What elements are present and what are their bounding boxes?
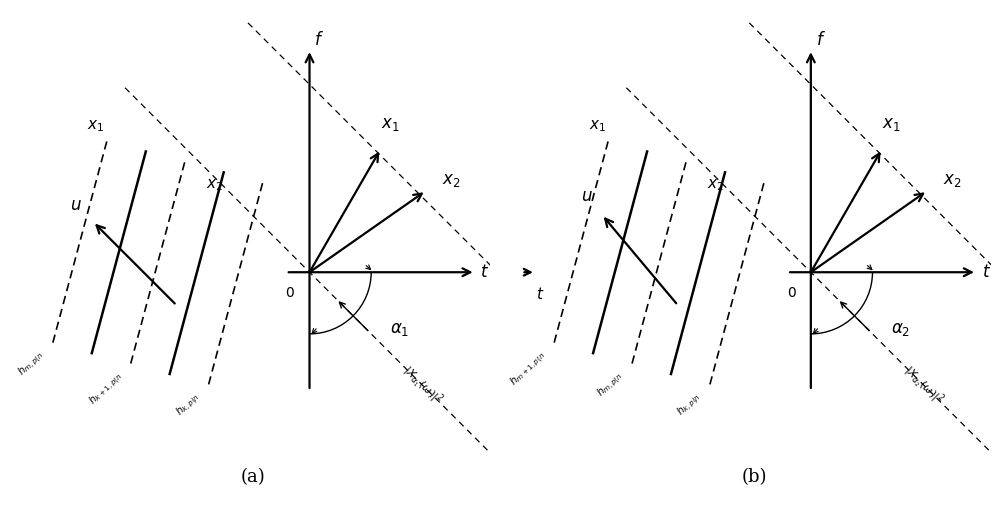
- Text: $h_{{k,p}(n}$: $h_{{k,p}(n}$: [674, 389, 705, 420]
- Text: $|X_{\alpha_2}(\omega)|^2$: $|X_{\alpha_2}(\omega)|^2$: [899, 361, 948, 409]
- Text: $x_1$: $x_1$: [882, 115, 901, 133]
- Text: $h_{{m,p}(n}$: $h_{{m,p}(n}$: [15, 347, 48, 380]
- Text: $0$: $0$: [285, 286, 295, 300]
- Text: $x_2$: $x_2$: [442, 171, 460, 189]
- Text: $u$: $u$: [581, 187, 592, 205]
- Text: $\alpha_1$: $\alpha_1$: [390, 320, 409, 338]
- Text: $t$: $t$: [536, 286, 544, 302]
- Text: $f$: $f$: [314, 31, 324, 49]
- Text: (a): (a): [240, 467, 265, 486]
- Text: $f$: $f$: [816, 31, 826, 49]
- Text: $t$: $t$: [480, 263, 489, 281]
- Text: $h_{{m+1,p}(n}$: $h_{{m+1,p}(n}$: [507, 347, 549, 390]
- Text: $x_2$: $x_2$: [206, 177, 223, 192]
- Text: $x_2$: $x_2$: [707, 177, 725, 192]
- Text: $0$: $0$: [787, 286, 797, 300]
- Text: $x_2$: $x_2$: [943, 171, 961, 189]
- Text: $x_1$: $x_1$: [87, 118, 105, 134]
- Text: $u$: $u$: [70, 196, 82, 214]
- Text: $|X_{\alpha_1}(\omega)|^2$: $|X_{\alpha_1}(\omega)|^2$: [398, 361, 446, 409]
- Text: $t$: $t$: [982, 263, 991, 281]
- Text: $\alpha_2$: $\alpha_2$: [891, 320, 911, 338]
- Text: $h_{{k,p}(n}$: $h_{{k,p}(n}$: [173, 389, 204, 420]
- Text: $x_1$: $x_1$: [381, 115, 399, 133]
- Text: (b): (b): [741, 467, 767, 486]
- Text: $h_{{m,p}(n}$: $h_{{m,p}(n}$: [595, 368, 627, 401]
- Text: $h_{{k+1,p}(n}$: $h_{{k+1,p}(n}$: [86, 368, 126, 409]
- Text: $x_1$: $x_1$: [589, 118, 606, 134]
